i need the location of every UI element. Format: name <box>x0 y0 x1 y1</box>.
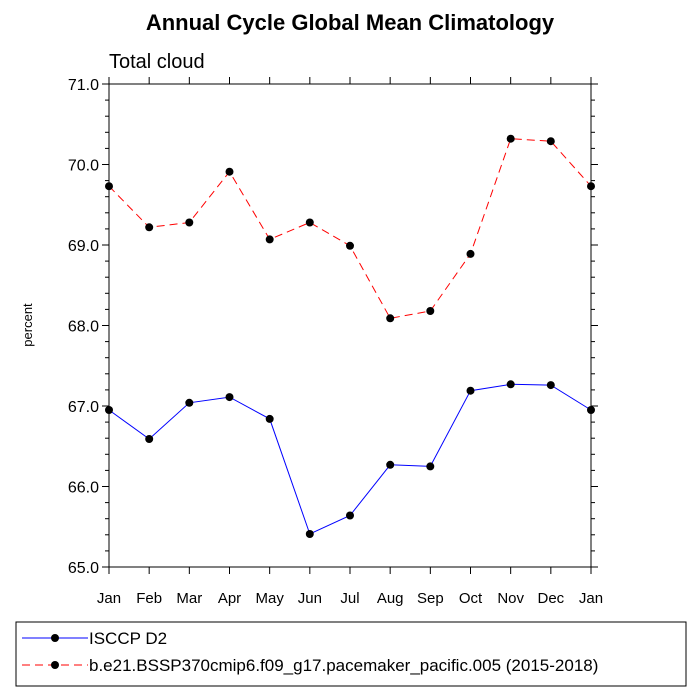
data-point-isccp <box>225 393 234 402</box>
x-tick-label: May <box>255 590 284 607</box>
y-tick-label: 66.0 <box>68 480 99 497</box>
data-point-isccp <box>546 381 555 390</box>
x-axis-ticks: Jan Feb Mar Apr May Jun Jul Aug Sep Oct Nov Dec Jan <box>97 77 603 607</box>
legend: ISCCP D2 b.e21.BSSP370cmip6.f09_g17.pace… <box>15 621 687 687</box>
data-point-model <box>305 218 314 227</box>
y-axis-label: percent <box>20 303 35 347</box>
legend-item-isccp: ISCCP D2 <box>22 629 167 648</box>
data-point-model <box>426 307 435 315</box>
data-point-model <box>466 249 475 258</box>
legend-marker-isccp <box>51 634 59 642</box>
data-point-model <box>346 241 354 250</box>
series-group <box>105 134 595 538</box>
series-line-model <box>108 138 592 319</box>
data-point-model <box>546 137 555 146</box>
data-point-model <box>386 314 395 323</box>
legend-item-model: b.e21.BSSP370cmip6.f09_g17.pacemaker_pac… <box>22 656 598 675</box>
y-tick-label: 67.0 <box>68 399 99 416</box>
y-tick-label: 65.0 <box>68 560 99 577</box>
y-axis-ticks: 65.0 66.0 67.0 68.0 69.0 70.0 71.0 <box>68 77 598 577</box>
data-point-model <box>225 167 234 176</box>
x-tick-label: Aug <box>377 590 404 607</box>
y-tick-label: 69.0 <box>68 238 99 255</box>
data-point-model <box>145 223 154 232</box>
data-point-isccp <box>265 414 274 423</box>
x-tick-label: Nov <box>497 590 524 607</box>
data-point-isccp <box>145 435 154 443</box>
data-point-isccp <box>185 398 194 407</box>
data-point-isccp <box>305 530 314 538</box>
data-point-isccp <box>506 380 515 389</box>
x-tick-label: Jul <box>340 590 359 607</box>
x-tick-label: Feb <box>136 590 162 607</box>
chart-subtitle: Total cloud <box>109 51 205 73</box>
data-point-isccp <box>386 460 395 469</box>
x-tick-label: Oct <box>459 590 483 607</box>
x-tick-label: Mar <box>176 590 202 607</box>
legend-label-model: b.e21.BSSP370cmip6.f09_g17.pacemaker_pac… <box>89 656 598 675</box>
data-point-model <box>265 235 274 244</box>
data-point-isccp <box>346 511 354 520</box>
legend-label-isccp: ISCCP D2 <box>89 629 167 648</box>
y-tick-label: 70.0 <box>68 158 99 175</box>
x-tick-label: Dec <box>537 590 564 607</box>
x-tick-label: Sep <box>417 590 444 607</box>
data-point-isccp <box>426 462 435 471</box>
data-point-model <box>185 218 194 227</box>
x-tick-label: Apr <box>218 590 241 607</box>
data-point-isccp <box>466 386 475 395</box>
y-tick-label: 68.0 <box>68 319 99 336</box>
x-tick-label: Jun <box>298 590 322 607</box>
x-tick-label: Jan <box>579 590 603 607</box>
legend-box <box>15 621 687 687</box>
x-tick-label: Jan <box>97 590 121 607</box>
data-point-model <box>506 134 515 143</box>
plot-frame <box>108 83 592 568</box>
y-tick-label: 71.0 <box>68 77 99 94</box>
legend-marker-model <box>51 661 59 669</box>
chart-title: Annual Cycle Global Mean Climatology <box>146 10 555 35</box>
